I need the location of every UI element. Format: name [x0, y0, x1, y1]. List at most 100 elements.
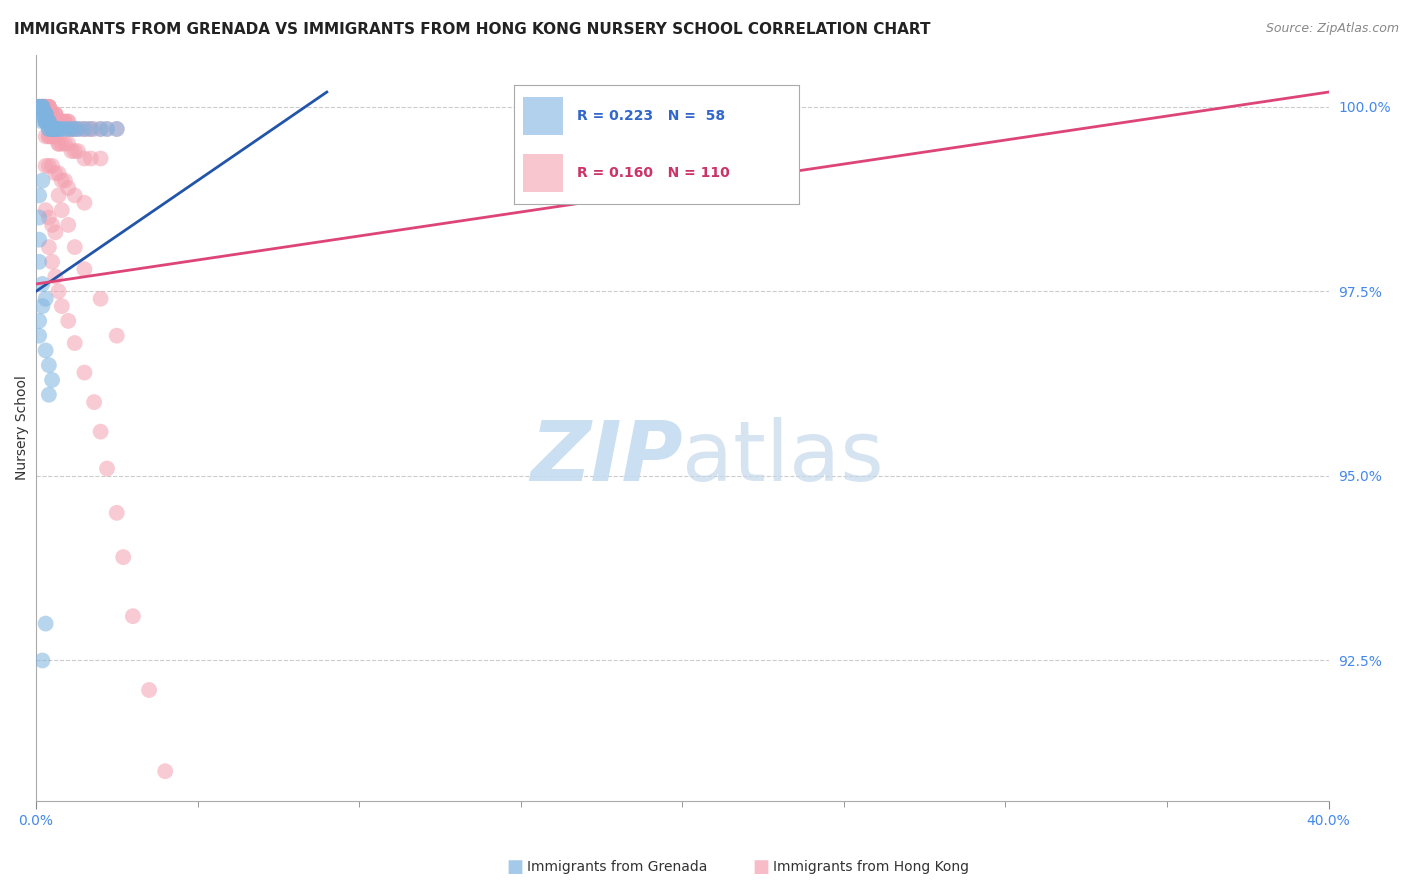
Point	[38, 100, 60, 114]
Point	[48, 114, 70, 128]
Point	[63, 144, 86, 158]
Point	[41, 129, 63, 144]
Point	[31, 100, 53, 114]
Point	[38, 388, 60, 402]
Point	[38, 122, 60, 136]
Point	[66, 144, 89, 158]
Point	[41, 107, 63, 121]
Point	[73, 366, 96, 380]
Point	[51, 299, 73, 313]
Point	[83, 395, 105, 409]
Point	[48, 285, 70, 299]
Point	[44, 122, 66, 136]
Point	[48, 122, 70, 136]
Point	[34, 114, 56, 128]
Point	[44, 129, 66, 144]
Point	[51, 114, 73, 128]
Y-axis label: Nursery School: Nursery School	[15, 376, 30, 481]
Text: Immigrants from Hong Kong: Immigrants from Hong Kong	[773, 860, 969, 874]
Point	[41, 107, 63, 121]
Point	[138, 683, 160, 698]
Point	[48, 114, 70, 128]
Point	[44, 129, 66, 144]
Point	[80, 122, 103, 136]
Point	[34, 114, 56, 128]
Point	[31, 107, 53, 121]
Point	[38, 358, 60, 372]
Point	[31, 114, 53, 128]
Point	[28, 100, 51, 114]
Point	[112, 550, 135, 565]
Point	[31, 100, 53, 114]
Point	[53, 114, 76, 128]
Point	[41, 122, 63, 136]
Point	[34, 100, 56, 114]
Point	[28, 100, 51, 114]
Point	[73, 152, 96, 166]
Point	[34, 100, 56, 114]
Point	[34, 107, 56, 121]
Point	[44, 269, 66, 284]
Point	[63, 122, 86, 136]
Point	[31, 100, 53, 114]
Point	[58, 114, 80, 128]
Point	[90, 292, 112, 306]
Point	[38, 107, 60, 121]
Point	[58, 218, 80, 232]
Point	[90, 122, 112, 136]
Point	[41, 122, 63, 136]
Point	[31, 100, 53, 114]
Point	[34, 343, 56, 358]
Point	[51, 114, 73, 128]
Point	[96, 122, 118, 136]
Point	[38, 114, 60, 128]
Point	[34, 100, 56, 114]
Point	[48, 114, 70, 128]
Point	[73, 122, 96, 136]
Text: Immigrants from Grenada: Immigrants from Grenada	[527, 860, 707, 874]
Point	[28, 100, 51, 114]
Point	[28, 255, 51, 269]
Point	[44, 225, 66, 239]
Point	[48, 188, 70, 202]
Point	[105, 122, 128, 136]
Point	[58, 181, 80, 195]
Point	[38, 240, 60, 254]
Point	[34, 114, 56, 128]
Point	[41, 373, 63, 387]
Point	[41, 255, 63, 269]
Point	[66, 122, 89, 136]
Point	[60, 122, 83, 136]
Point	[60, 144, 83, 158]
Point	[48, 122, 70, 136]
Point	[34, 616, 56, 631]
Point	[48, 166, 70, 180]
Point	[90, 152, 112, 166]
Point	[41, 107, 63, 121]
Point	[34, 203, 56, 218]
Text: IMMIGRANTS FROM GRENADA VS IMMIGRANTS FROM HONG KONG NURSERY SCHOOL CORRELATION : IMMIGRANTS FROM GRENADA VS IMMIGRANTS FR…	[14, 22, 931, 37]
Point	[58, 122, 80, 136]
Point	[31, 653, 53, 667]
Point	[31, 107, 53, 121]
Point	[44, 107, 66, 121]
Text: atlas: atlas	[682, 417, 884, 499]
Point	[105, 506, 128, 520]
Point	[60, 122, 83, 136]
Point	[34, 100, 56, 114]
Point	[28, 188, 51, 202]
Point	[76, 122, 98, 136]
Point	[58, 114, 80, 128]
Point	[96, 122, 118, 136]
Point	[58, 136, 80, 151]
Point	[38, 114, 60, 128]
Point	[58, 314, 80, 328]
Point	[73, 122, 96, 136]
Point	[31, 100, 53, 114]
Point	[34, 107, 56, 121]
Text: ■: ■	[752, 858, 769, 876]
Point	[28, 100, 51, 114]
Point	[38, 159, 60, 173]
Point	[51, 203, 73, 218]
Point	[122, 609, 145, 624]
